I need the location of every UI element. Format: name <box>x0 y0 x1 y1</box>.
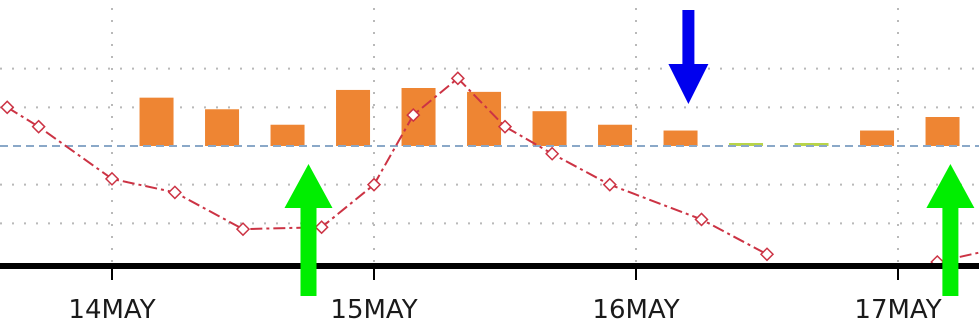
bar <box>467 91 502 146</box>
line-point-marker <box>497 119 513 134</box>
bar <box>598 124 633 146</box>
bar <box>663 130 698 146</box>
bar <box>336 89 371 146</box>
line-point-marker <box>366 177 382 192</box>
line-point-marker <box>406 108 421 123</box>
line-point-marker <box>0 100 15 115</box>
bar <box>860 130 895 146</box>
arrow-head <box>668 64 709 104</box>
arrow-shaft <box>942 208 959 296</box>
line-point-marker <box>759 247 775 262</box>
arrow-shaft <box>300 208 317 296</box>
x-tick-label: 16MAY <box>592 295 679 325</box>
trend-line <box>6 76 768 256</box>
arrow-annotations <box>284 10 975 296</box>
line-point-marker <box>104 171 120 186</box>
x-tick-label: 15MAY <box>330 295 417 325</box>
bar <box>532 111 567 146</box>
line-point-marker <box>694 212 709 227</box>
x-axis: 14MAY 15MAY 16MAY 17MAY <box>0 263 979 325</box>
x-tick-label: 14MAY <box>68 295 155 325</box>
bar <box>925 117 960 146</box>
arrow-head <box>284 164 333 208</box>
bar <box>139 97 174 146</box>
line-point-marker <box>31 119 46 134</box>
x-tick-label: 17MAY <box>854 295 941 325</box>
bar <box>794 143 829 146</box>
arrow-head <box>926 164 975 208</box>
blue-down-arrow-icon <box>668 10 709 104</box>
bar-series <box>139 88 960 146</box>
line-point-marker <box>167 185 182 200</box>
trend-line <box>937 251 979 263</box>
arrow-shaft <box>682 10 695 66</box>
bar <box>270 124 305 146</box>
bar <box>729 143 764 146</box>
line-point-marker <box>450 71 465 86</box>
green-up-arrow-icon <box>284 164 333 296</box>
bar <box>401 88 436 146</box>
line-point-marker <box>314 220 329 235</box>
line-point-marker <box>235 222 251 237</box>
line-point-marker <box>545 146 560 161</box>
line-point-marker <box>602 177 617 192</box>
green-up-arrow-icon <box>926 164 975 296</box>
bar <box>205 109 240 146</box>
